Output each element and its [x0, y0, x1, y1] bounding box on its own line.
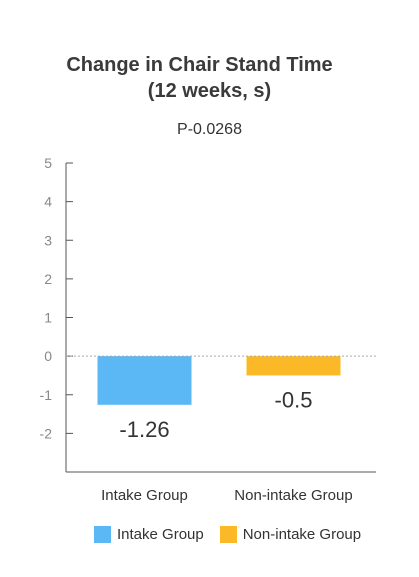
legend-label-non-intake: Non-intake Group	[242, 526, 362, 543]
y-tick-label-7: -2	[40, 425, 53, 441]
y-tick-label-0: 5	[44, 155, 52, 171]
data-label-0: -1.26	[119, 417, 169, 442]
legend-item-intake: Intake Group	[94, 526, 204, 543]
legend-item-non-intake: Non-intake Group	[219, 526, 362, 543]
data-label-1: -0.5	[275, 387, 313, 412]
legend-swatch-non-intake	[219, 526, 237, 543]
chart-legend: Intake Group Non-intake Group	[94, 526, 377, 543]
y-tick-label-1: 4	[44, 194, 52, 210]
y-tick-label-2: 3	[44, 232, 52, 248]
chart-title-line2: (12 weeks, s)	[147, 80, 272, 102]
bar-1	[246, 356, 341, 376]
legend-label-intake: Intake Group	[117, 526, 204, 543]
chart-title-line1: Change in Chair Stand Time	[66, 54, 333, 76]
x-tick-label-0: Intake Group	[101, 487, 188, 504]
legend-swatch-intake	[94, 526, 111, 543]
bar-0	[97, 356, 192, 405]
y-tick-label-3: 2	[44, 271, 52, 287]
y-tick-label-6: -1	[40, 387, 53, 403]
chart-subtitle: P-0.0268	[177, 121, 242, 138]
y-tick-label-5: 0	[44, 348, 52, 364]
x-tick-label-1: Non-intake Group	[234, 487, 352, 504]
y-tick-label-4: 1	[44, 310, 52, 326]
